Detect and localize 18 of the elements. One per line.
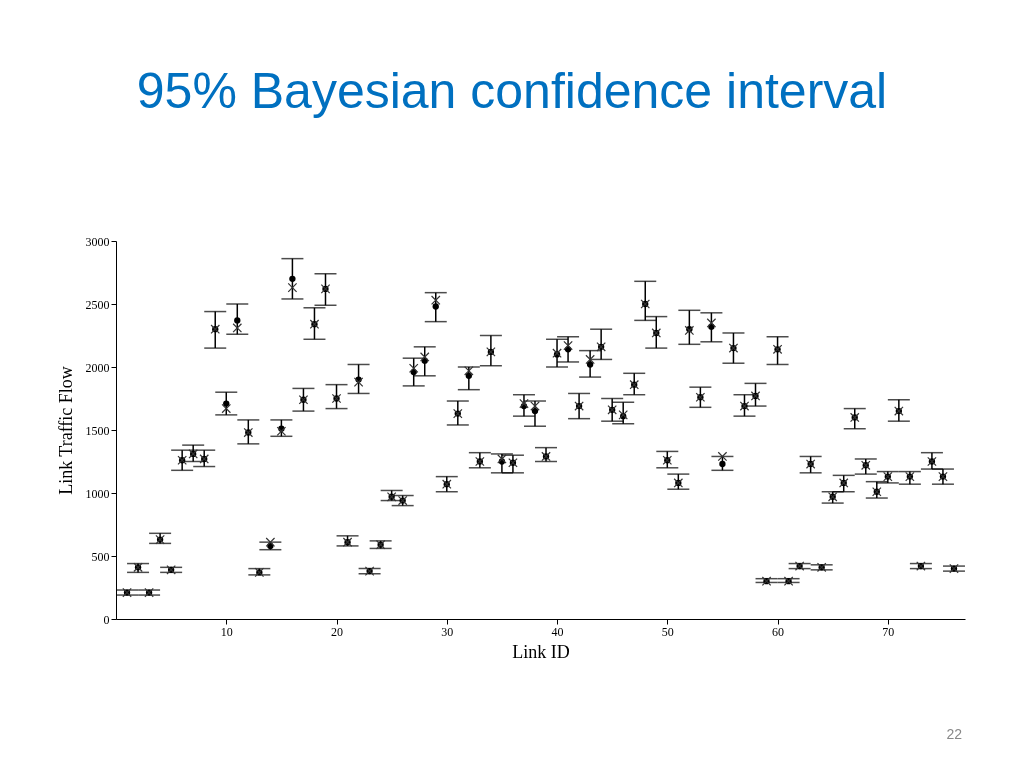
x-tick-label: 50 [661, 624, 674, 639]
y-tick-label: 3000 [85, 234, 110, 249]
y-tick-label: 2500 [85, 297, 110, 312]
x-tick-label: 70 [882, 624, 895, 639]
x-tick-label: 20 [331, 624, 344, 639]
text: 22 [946, 726, 962, 742]
x-axis-title: Link ID [512, 641, 570, 662]
y-tick-label: 500 [91, 549, 110, 564]
y-tick-label: 1500 [85, 423, 110, 438]
x-tick-label: 30 [441, 624, 454, 639]
y-tick-label: 1000 [85, 486, 110, 501]
chart-title: 95% Bayesian confidence interval [135, 62, 889, 120]
x-tick-label: 10 [220, 624, 233, 639]
x-tick-label: 60 [772, 624, 785, 639]
x-tick-label: 40 [551, 624, 564, 639]
y-tick-label: 2000 [85, 360, 110, 375]
y-axis-title: Link Traffic Flow [55, 366, 76, 495]
y-tick-label: 0 [103, 612, 110, 627]
